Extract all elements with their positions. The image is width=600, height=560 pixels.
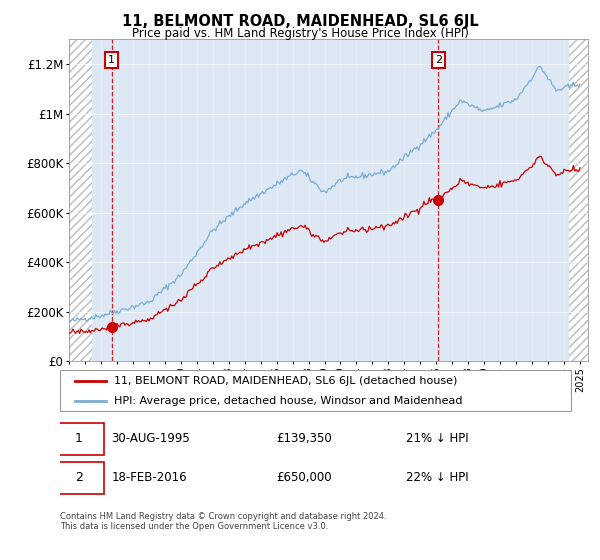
FancyBboxPatch shape (60, 371, 571, 411)
Text: £139,350: £139,350 (277, 432, 332, 445)
Text: 21% ↓ HPI: 21% ↓ HPI (406, 432, 469, 445)
Text: Price paid vs. HM Land Registry's House Price Index (HPI): Price paid vs. HM Land Registry's House … (131, 27, 469, 40)
Bar (69, 39, 92, 361)
Text: 18-FEB-2016: 18-FEB-2016 (112, 471, 187, 484)
Text: 1: 1 (75, 432, 83, 445)
Text: 2: 2 (435, 55, 442, 66)
Text: Contains HM Land Registry data © Crown copyright and database right 2024.
This d: Contains HM Land Registry data © Crown c… (60, 512, 386, 531)
Text: 2: 2 (75, 471, 83, 484)
Text: 11, BELMONT ROAD, MAIDENHEAD, SL6 6JL (detached house): 11, BELMONT ROAD, MAIDENHEAD, SL6 6JL (d… (114, 376, 458, 386)
Text: 22% ↓ HPI: 22% ↓ HPI (406, 471, 469, 484)
Bar (569, 39, 588, 361)
FancyBboxPatch shape (55, 423, 104, 455)
Text: HPI: Average price, detached house, Windsor and Maidenhead: HPI: Average price, detached house, Wind… (114, 396, 463, 406)
Text: £650,000: £650,000 (277, 471, 332, 484)
FancyBboxPatch shape (55, 461, 104, 494)
Text: 11, BELMONT ROAD, MAIDENHEAD, SL6 6JL: 11, BELMONT ROAD, MAIDENHEAD, SL6 6JL (122, 14, 478, 29)
Text: 30-AUG-1995: 30-AUG-1995 (112, 432, 190, 445)
Text: 1: 1 (108, 55, 115, 66)
